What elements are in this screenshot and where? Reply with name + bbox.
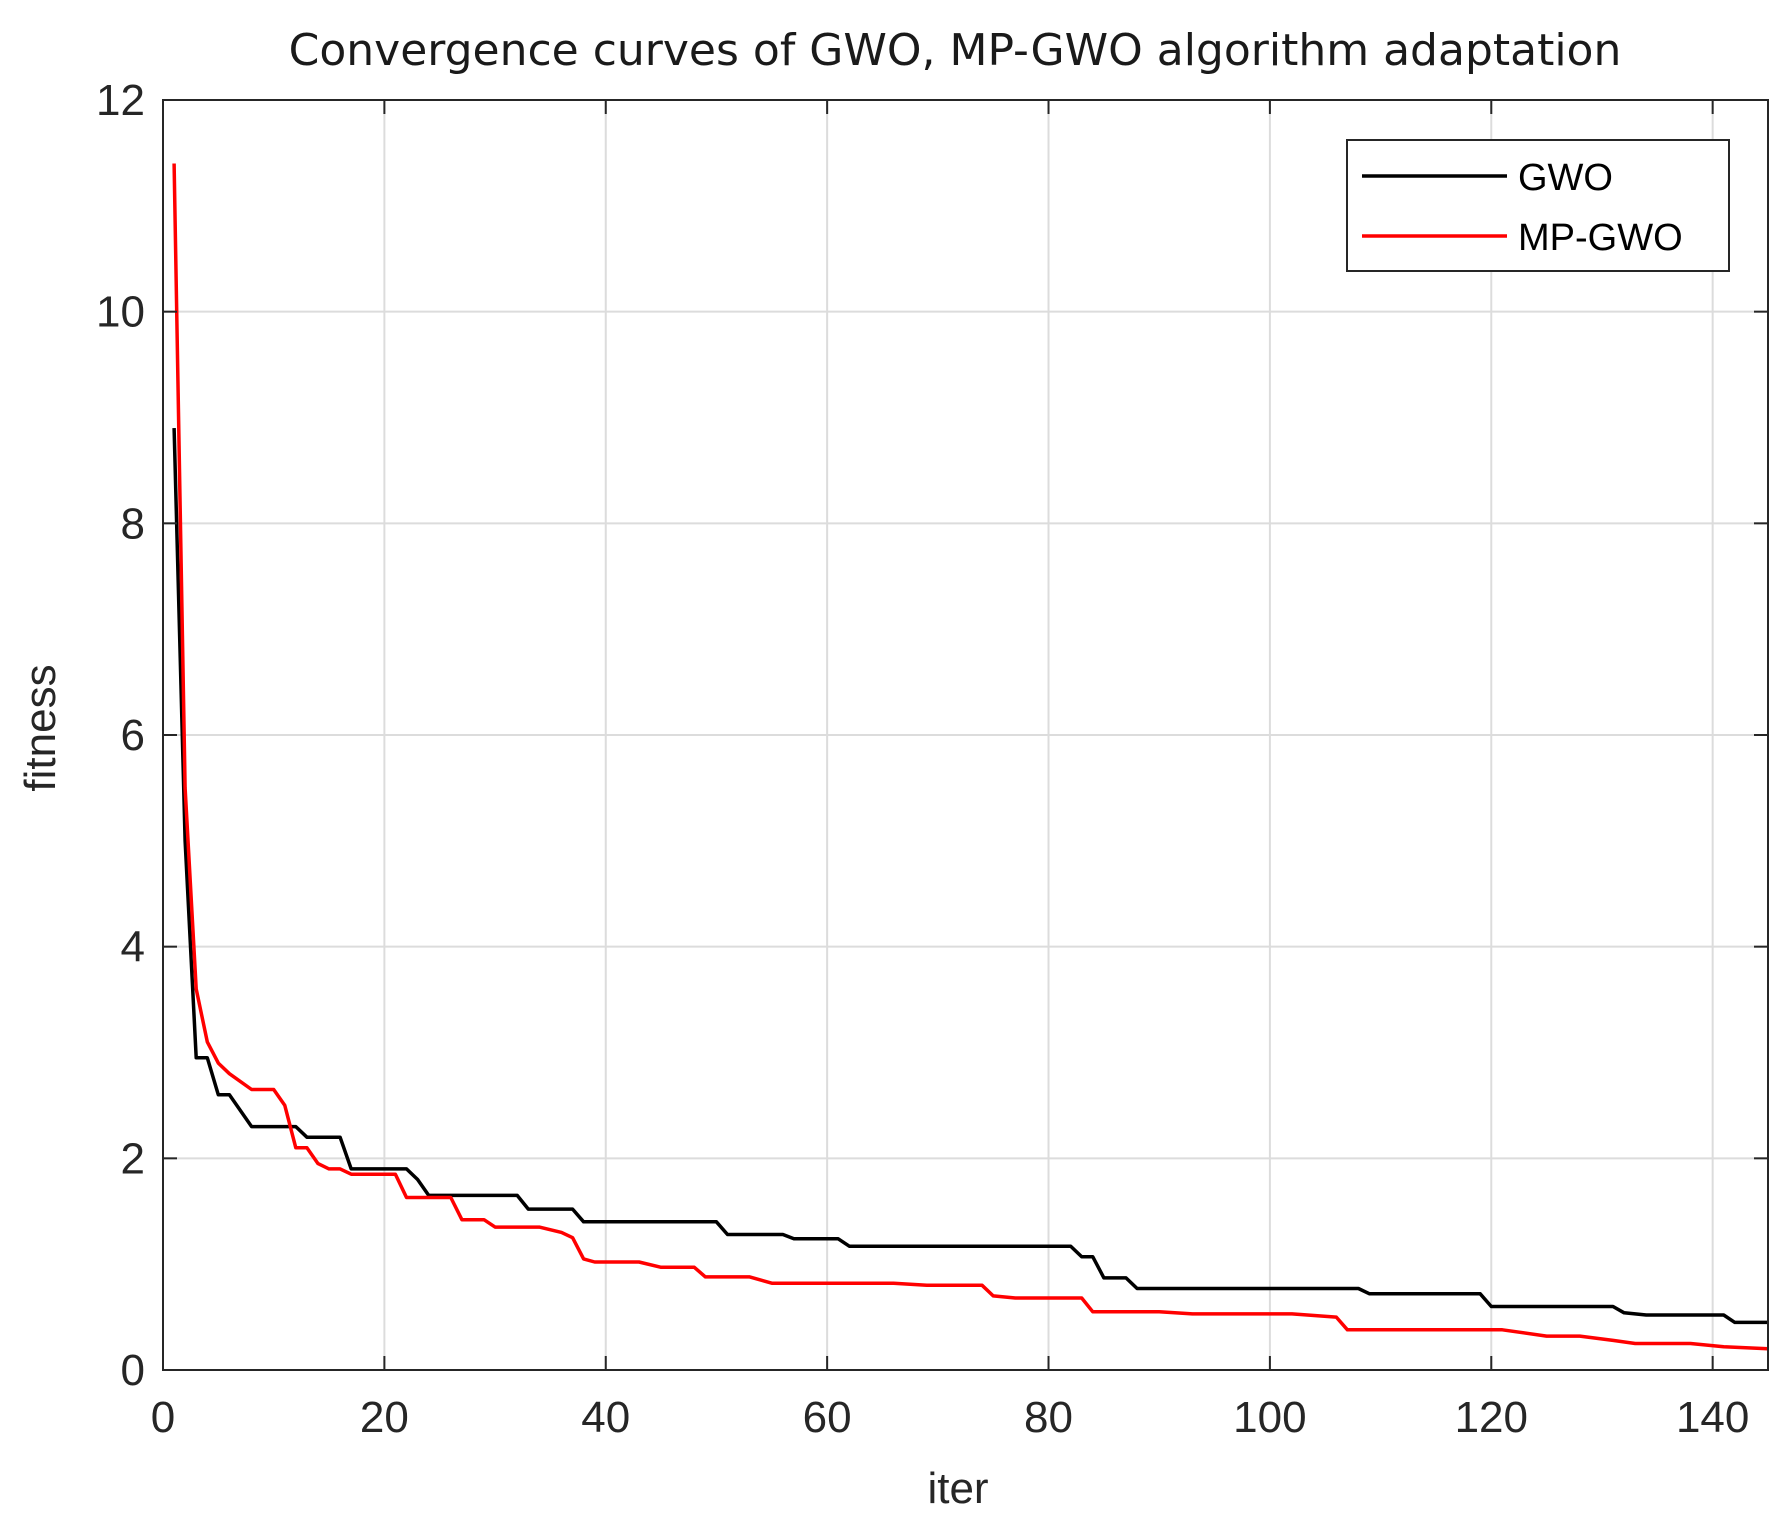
legend-box (1346, 139, 1730, 272)
x-tick-label-5: 100 (1233, 1393, 1306, 1442)
x-tick-label-7: 140 (1676, 1393, 1749, 1442)
x-tick-label-6: 120 (1455, 1393, 1528, 1442)
y-tick-label-3: 6 (121, 711, 145, 760)
x-tick-label-0: 0 (151, 1393, 175, 1442)
legend: GWO MP-GWO (1346, 139, 1730, 272)
x-axis-label: iter (927, 1464, 988, 1513)
y-tick-label-0: 0 (121, 1346, 145, 1395)
y-tick-label-1: 2 (121, 1134, 145, 1183)
x-tick-label-3: 60 (803, 1393, 852, 1442)
legend-label-mp-gwo: MP-GWO (1518, 217, 1683, 259)
axis-ticks: 0 20 40 60 80 100 120 140 0 2 4 6 8 10 12 (96, 76, 1768, 1442)
series-line-mp-gwo (172, 163, 1769, 1351)
series-lines (172, 163, 1769, 1351)
chart-title: Convergence curves of GWO, MP-GWO algori… (289, 25, 1622, 76)
x-tick-label-4: 80 (1024, 1393, 1073, 1442)
y-tick-label-5: 10 (96, 288, 145, 337)
y-tick-label-6: 12 (96, 76, 145, 125)
x-tick-label-1: 20 (360, 1393, 409, 1442)
y-axis-label: fitness (16, 664, 65, 791)
legend-label-gwo: GWO (1518, 157, 1613, 199)
series-line-gwo (172, 428, 1768, 1325)
x-tick-label-2: 40 (581, 1393, 630, 1442)
y-tick-label-4: 8 (121, 499, 145, 548)
y-tick-label-2: 4 (121, 923, 145, 972)
